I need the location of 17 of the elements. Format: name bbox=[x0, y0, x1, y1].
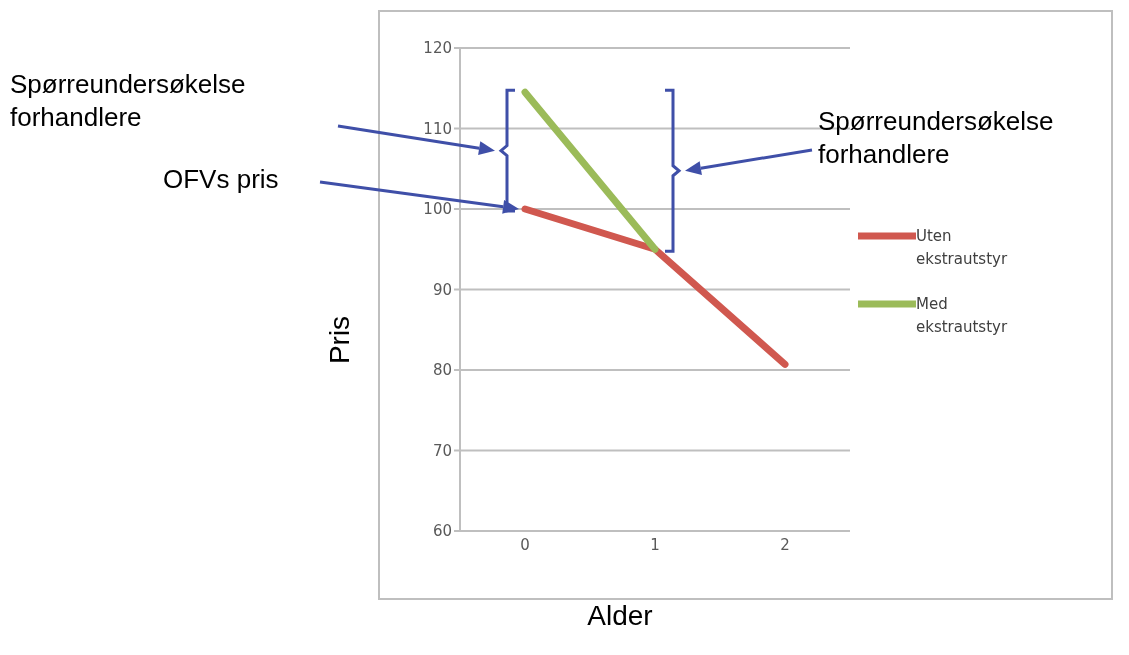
legend-label: Med ekstrautstyr bbox=[916, 294, 1009, 338]
y-tick-label: 90 bbox=[432, 280, 452, 299]
text: Spørreundersøkelse forhandlere bbox=[10, 68, 247, 134]
y-axis-title: Pris bbox=[323, 315, 356, 365]
x-axis-title: Alder bbox=[586, 600, 654, 632]
x-tick-label: 0 bbox=[520, 535, 530, 554]
annotation: Spørreundersøkelse forhandlere bbox=[818, 105, 1055, 171]
x-tick-label: 2 bbox=[780, 535, 790, 554]
y-tick-label: 120 bbox=[423, 39, 452, 58]
x-tick-label: 1 bbox=[650, 535, 660, 554]
text: OFVs pris bbox=[163, 163, 280, 196]
y-tick-label: 110 bbox=[423, 119, 452, 138]
y-tick-label: 100 bbox=[423, 200, 452, 219]
y-tick-label: 70 bbox=[432, 441, 452, 460]
y-tick-label: 80 bbox=[432, 361, 452, 380]
legend-label: Uten ekstrautstyr bbox=[916, 226, 1009, 270]
y-tick-label: 60 bbox=[432, 522, 452, 541]
